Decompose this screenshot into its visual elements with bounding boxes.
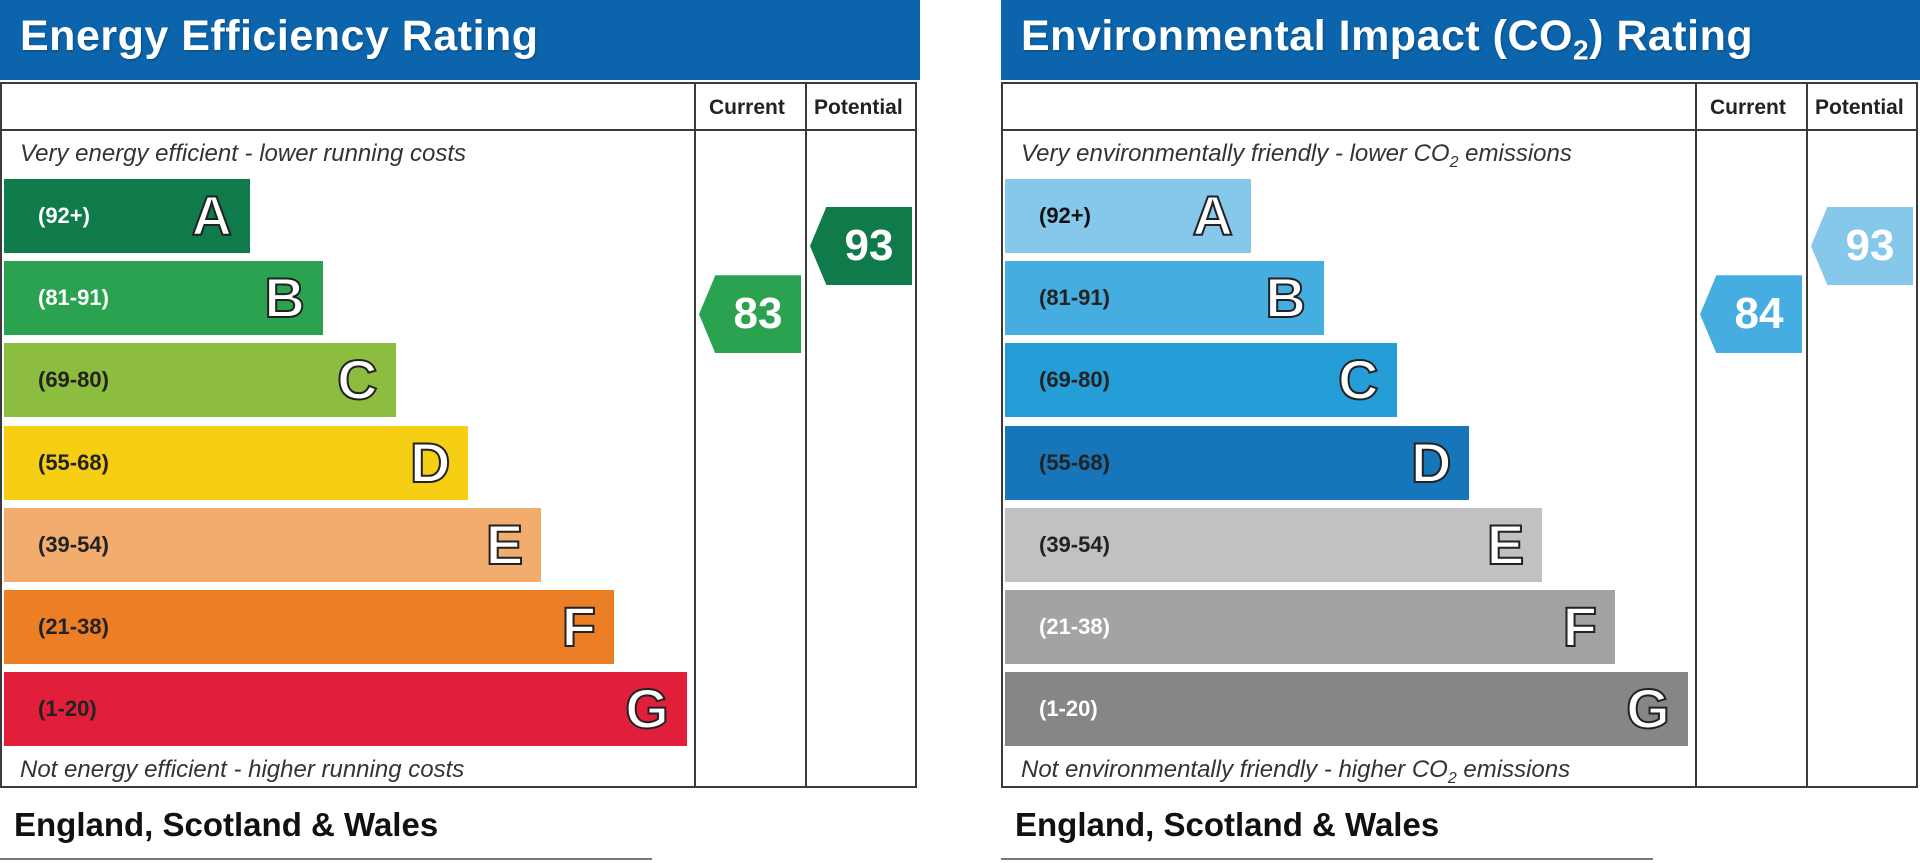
current-rating-arrow: 83	[699, 275, 801, 354]
top-note: Very energy efficient - lower running co…	[20, 140, 466, 167]
band-c: (69-80) C	[4, 343, 396, 418]
band-letter: C	[1337, 348, 1379, 412]
title-subscript: 2	[1572, 34, 1590, 66]
band-g: (1-20) G	[1005, 672, 1688, 747]
band-a: (92+) A	[1005, 179, 1251, 253]
band-letter: A	[191, 184, 233, 248]
environmental-impact-frame: Current Potential Very environmentally f…	[1001, 82, 1918, 788]
band-g: (1-20) G	[4, 672, 687, 747]
top-note-end: emissions	[1458, 140, 1572, 167]
potential-column-header: Potential	[1815, 96, 1904, 119]
band-range-label: (69-80)	[38, 367, 109, 393]
band-letter: F	[561, 595, 597, 659]
potential-rating-arrow: 93	[1811, 207, 1913, 285]
band-range-label: (55-68)	[38, 449, 109, 475]
bottom-note-main: Not environmentally friendly - higher CO	[1021, 756, 1448, 783]
band-a: (92+) A	[4, 179, 250, 253]
band-range-label: (1-20)	[38, 696, 97, 722]
band-b: (81-91) B	[1005, 261, 1324, 336]
band-b: (81-91) B	[4, 261, 323, 336]
band-range-label: (39-54)	[1039, 531, 1110, 557]
bottom-note-end: emissions	[1456, 756, 1571, 783]
band-d: (55-68) D	[1005, 425, 1470, 500]
energy-efficiency-frame: Current Potential Very energy efficient …	[0, 82, 917, 788]
current-column-header: Current	[709, 96, 785, 119]
bottom-note-subscript: 2	[1447, 769, 1457, 787]
band-letter: B	[263, 266, 305, 330]
energy-efficiency-title-bar: Energy Efficiency Rating	[0, 0, 920, 80]
band-range-label: (21-38)	[1039, 614, 1110, 639]
band-letter: A	[1192, 184, 1234, 248]
band-letter: D	[1410, 430, 1452, 494]
potential-rating-arrow: 93	[810, 207, 912, 285]
region-footer: England, Scotland & Wales	[14, 806, 439, 843]
band-range-label: (81-91)	[1039, 285, 1110, 311]
potential-column-divider	[1806, 84, 1808, 786]
band-letter: D	[409, 430, 451, 494]
top-note: Very environmentally friendly - lower CO…	[1021, 140, 1572, 172]
energy-efficiency-panel: Energy Efficiency Rating Current Potenti…	[0, 0, 920, 863]
band-letter: C	[336, 348, 378, 412]
region-footer: England, Scotland & Wales	[1015, 806, 1440, 843]
band-range-label: (55-68)	[1039, 449, 1110, 475]
band-range-label: (92+)	[1039, 203, 1091, 228]
bottom-note: Not environmentally friendly - higher CO…	[1021, 756, 1570, 788]
current-rating-arrow: 84	[1700, 275, 1802, 354]
title-main: Environmental Impact (CO	[1021, 12, 1573, 60]
band-range-label: (39-54)	[38, 531, 109, 557]
band-range-label: (69-80)	[1039, 367, 1110, 393]
energy-efficiency-title: Energy Efficiency Rating	[20, 12, 539, 60]
band-letter: F	[1562, 595, 1598, 659]
band-range-label: (21-38)	[38, 614, 109, 639]
band-range-label: (1-20)	[1039, 696, 1098, 722]
band-c: (69-80) C	[1005, 343, 1397, 418]
band-d: (55-68) D	[4, 425, 469, 500]
header-divider	[1003, 129, 1916, 131]
band-f: (21-38) F	[1005, 590, 1615, 664]
band-range-label: (92+)	[38, 203, 90, 228]
band-range-label: (81-91)	[38, 285, 109, 311]
title-end: ) Rating	[1589, 12, 1754, 60]
header-divider	[2, 129, 915, 131]
footer-rule	[1001, 858, 1653, 860]
current-column-header: Current	[1710, 96, 1786, 119]
band-f: (21-38) F	[4, 590, 614, 664]
band-letter: G	[624, 677, 670, 741]
potential-column-divider	[805, 84, 807, 786]
environmental-impact-title-bar: Environmental Impact (CO2) Rating	[1001, 0, 1920, 80]
top-note-main: Very environmentally friendly - lower CO	[1021, 140, 1450, 167]
environmental-impact-title: Environmental Impact (CO2) Rating	[1021, 12, 1753, 67]
band-letter: E	[1486, 512, 1525, 576]
top-note-subscript: 2	[1449, 153, 1459, 171]
bottom-note: Not energy efficient - higher running co…	[20, 756, 465, 783]
footer-rule	[0, 858, 652, 860]
potential-column-header: Potential	[814, 96, 903, 119]
environmental-impact-panel: Environmental Impact (CO2) Rating Curren…	[1001, 0, 1920, 863]
band-e: (39-54) E	[1005, 507, 1543, 582]
band-letter: B	[1264, 266, 1306, 330]
current-column-divider	[1695, 84, 1697, 786]
band-e: (39-54) E	[4, 507, 542, 582]
band-letter: E	[485, 512, 524, 576]
band-letter: G	[1625, 677, 1671, 741]
current-column-divider	[694, 84, 696, 786]
